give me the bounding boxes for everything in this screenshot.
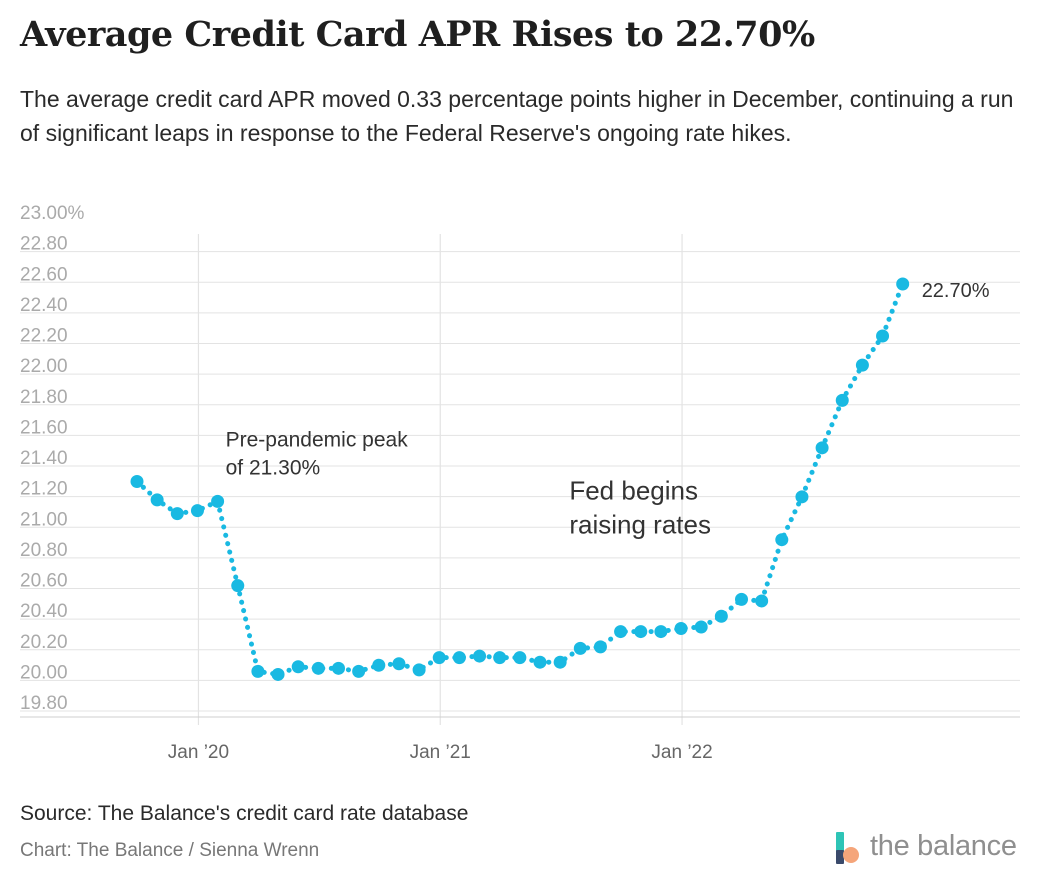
y-tick-label: 21.00 bbox=[20, 509, 68, 530]
data-point[interactable] bbox=[271, 667, 285, 681]
y-tick-label: 21.80 bbox=[20, 387, 68, 408]
annotation-text: Fed begins bbox=[569, 475, 698, 505]
x-tick-label: Jan ’20 bbox=[168, 742, 229, 763]
data-point[interactable] bbox=[291, 660, 305, 674]
data-point[interactable] bbox=[452, 651, 466, 665]
end-value-label: 22.70% bbox=[922, 280, 990, 302]
y-tick-label: 21.60 bbox=[20, 417, 68, 438]
data-point[interactable] bbox=[493, 651, 507, 665]
data-point[interactable] bbox=[130, 475, 144, 488]
series-layer bbox=[130, 277, 910, 681]
annotation-text: Pre-pandemic peak bbox=[226, 428, 409, 451]
data-point[interactable] bbox=[251, 664, 265, 678]
data-point[interactable] bbox=[533, 655, 547, 669]
source-note: Source: The Balance's credit card rate d… bbox=[20, 802, 469, 825]
data-point[interactable] bbox=[654, 625, 668, 639]
y-tick-label: 22.40 bbox=[20, 295, 68, 316]
data-point[interactable] bbox=[392, 657, 406, 671]
line-chart: 23.00% 22.80 22.60 22.40 22.20 22.00 21.80 21.6… bbox=[20, 203, 1020, 763]
data-point[interactable] bbox=[432, 651, 446, 665]
data-point[interactable] bbox=[170, 507, 184, 521]
data-point[interactable] bbox=[815, 441, 829, 455]
y-tick-label: 20.00 bbox=[20, 662, 68, 683]
data-point[interactable] bbox=[231, 579, 245, 593]
data-point[interactable] bbox=[332, 661, 345, 675]
y-tick-label: 21.40 bbox=[20, 448, 68, 469]
data-point[interactable] bbox=[211, 494, 225, 508]
annotation-text: of 21.30% bbox=[226, 456, 321, 479]
y-tick-label: 21.20 bbox=[20, 479, 68, 500]
y-tick-label: 19.80 bbox=[20, 693, 68, 714]
y-tick-label: 20.40 bbox=[20, 601, 68, 622]
data-point[interactable] bbox=[674, 622, 688, 635]
series-line bbox=[134, 281, 906, 678]
y-tick-label: 20.20 bbox=[20, 632, 68, 653]
x-axis-labels: Jan ’20 Jan ’21 Jan ’22 bbox=[168, 742, 713, 763]
data-point[interactable] bbox=[372, 658, 386, 672]
data-point[interactable] bbox=[714, 609, 728, 623]
data-point[interactable] bbox=[795, 490, 809, 504]
data-point[interactable] bbox=[876, 329, 890, 343]
data-point[interactable] bbox=[775, 533, 789, 547]
y-tick-label: 22.60 bbox=[20, 264, 68, 285]
chart-title: Average Credit Card APR Rises to 22.70% bbox=[20, 14, 815, 55]
y-tick-label: 22.80 bbox=[20, 234, 68, 255]
logo-text: the balance bbox=[870, 830, 1017, 862]
data-point[interactable] bbox=[634, 625, 648, 639]
data-point[interactable] bbox=[835, 393, 849, 407]
brand-logo[interactable]: the balance bbox=[836, 830, 1026, 866]
annotation-text: raising rates bbox=[569, 509, 711, 539]
data-point[interactable] bbox=[190, 504, 204, 518]
data-point[interactable] bbox=[735, 592, 748, 606]
data-point[interactable] bbox=[311, 661, 325, 675]
data-point[interactable] bbox=[412, 663, 426, 677]
data-point[interactable] bbox=[855, 358, 869, 372]
chart-subtitle: The average credit card APR moved 0.33 p… bbox=[20, 86, 1014, 146]
data-point[interactable] bbox=[473, 649, 487, 663]
y-axis-labels: 23.00% 22.80 22.60 22.40 22.20 22.00 21.80 21.6… bbox=[20, 203, 85, 714]
data-point[interactable] bbox=[352, 664, 366, 678]
data-point[interactable] bbox=[755, 594, 769, 608]
chart-credit: Chart: The Balance / Sienna Wrenn bbox=[20, 840, 320, 861]
data-point[interactable] bbox=[593, 640, 607, 654]
y-tick-label: 22.00 bbox=[20, 356, 68, 377]
logo-mark-icon bbox=[836, 832, 859, 864]
x-tick-label: Jan ’22 bbox=[651, 742, 712, 763]
y-tick-label: 22.20 bbox=[20, 326, 68, 347]
vertical-gridlines bbox=[197, 234, 683, 725]
data-point[interactable] bbox=[614, 625, 628, 639]
x-tick-label: Jan ’21 bbox=[410, 742, 471, 763]
data-point[interactable] bbox=[694, 620, 708, 634]
horizontal-gridlines bbox=[20, 251, 1020, 718]
y-tick-label: 23.00% bbox=[20, 203, 85, 224]
y-tick-label: 20.80 bbox=[20, 540, 68, 561]
data-point[interactable] bbox=[553, 655, 567, 669]
data-point[interactable] bbox=[513, 651, 527, 665]
y-tick-label: 20.60 bbox=[20, 571, 68, 592]
data-point[interactable] bbox=[896, 277, 910, 291]
annotation-layer: Pre-pandemic peak of 21.30% Fed begins rais… bbox=[226, 280, 990, 539]
data-point[interactable] bbox=[573, 641, 587, 655]
data-point[interactable] bbox=[150, 493, 164, 507]
